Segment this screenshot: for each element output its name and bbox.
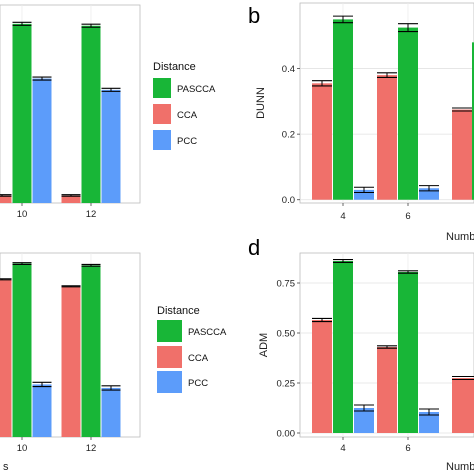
panel-a-plot: 10 12 xyxy=(0,4,141,220)
legend-top-label-pascca: PASCCA xyxy=(177,84,216,95)
legend-top-label-pcc: PCC xyxy=(177,136,197,147)
legend-bottom-label-cca: CCA xyxy=(188,353,209,364)
x-axis-title: Number xyxy=(446,231,474,243)
bar-pcc-12 xyxy=(101,387,121,437)
panel-d-letter: d xyxy=(248,235,260,260)
bar-pcc-10 xyxy=(32,384,52,437)
legend-bottom: Distance PASCCA CCA PCC xyxy=(157,305,227,393)
legend-bottom-swatch-pascca xyxy=(157,320,182,342)
bar-pascca-partial xyxy=(472,42,474,200)
y-tick-label: 0.00 xyxy=(277,429,296,440)
legend-bottom-title: Distance xyxy=(157,305,200,317)
y-axis-title: ADM xyxy=(258,333,270,357)
bar-pascca-6 xyxy=(398,27,418,200)
panel-c-plot: 10 12 s xyxy=(0,252,141,473)
bar-cca-10 xyxy=(0,195,12,203)
y-tick-label: 0.50 xyxy=(277,329,296,340)
bar-pcc-4 xyxy=(354,189,374,200)
legend-bottom-label-pcc: PCC xyxy=(188,378,208,389)
bar-pcc-10 xyxy=(32,78,52,203)
y-tick-label: 0.2 xyxy=(282,130,295,141)
bar-cca-10 xyxy=(0,279,12,437)
bar-cca-partial xyxy=(452,378,474,433)
bar-cca-12 xyxy=(61,195,81,203)
bar-pascca-12 xyxy=(81,25,101,203)
y-tick-label: 0.0 xyxy=(282,195,295,206)
bar-pascca-10 xyxy=(12,263,32,437)
bar-pcc-6 xyxy=(419,188,439,200)
bar-pascca-4 xyxy=(333,261,353,433)
x-tick-label: 6 xyxy=(405,443,410,454)
bar-cca-4 xyxy=(312,320,332,433)
bar-cca-12 xyxy=(61,286,81,437)
legend-top-swatch-cca xyxy=(153,104,171,124)
y-tick-label: 0.25 xyxy=(277,379,296,390)
x-tick-label: 10 xyxy=(17,443,28,454)
legend-bottom-swatch-cca xyxy=(157,346,182,368)
legend-top-swatch-pascca xyxy=(153,78,171,98)
bar-pascca-4 xyxy=(333,19,353,200)
bar-pcc-6 xyxy=(419,412,439,433)
bar-cca-6 xyxy=(377,347,397,433)
panel-b-letter: b xyxy=(248,3,260,28)
legend-top-label-cca: CCA xyxy=(177,110,198,121)
y-axis-title: DUNN xyxy=(255,87,267,119)
panel-d-plot: 0.00 0.25 0.50 0.75 4 6 ADM Number xyxy=(258,252,474,473)
bar-pcc-12 xyxy=(101,89,121,203)
x-axis-title: s xyxy=(3,461,9,473)
bar-pascca-10 xyxy=(12,23,32,203)
y-tick-label: 0.75 xyxy=(277,279,296,290)
legend-top: Distance PASCCA CCA PCC xyxy=(153,61,216,150)
panel-b-plot: 0.0 0.2 0.4 4 6 DUNN Number xyxy=(255,2,474,243)
x-tick-label: 12 xyxy=(86,209,97,220)
bar-cca-6 xyxy=(377,75,397,200)
x-tick-label: 4 xyxy=(340,211,345,222)
bar-cca-partial xyxy=(452,109,474,200)
legend-top-title: Distance xyxy=(153,61,196,73)
x-tick-label: 12 xyxy=(86,443,97,454)
y-tick-label: 0.4 xyxy=(282,64,295,75)
bar-pascca-6 xyxy=(398,272,418,433)
x-tick-label: 6 xyxy=(405,211,410,222)
x-tick-label: 4 xyxy=(340,443,345,454)
bar-pcc-4 xyxy=(354,408,374,433)
x-tick-label: 10 xyxy=(17,209,28,220)
bar-pascca-12 xyxy=(81,265,101,437)
legend-bottom-label-pascca: PASCCA xyxy=(188,327,227,338)
x-axis-title: Number xyxy=(446,461,474,473)
legend-bottom-swatch-pcc xyxy=(157,371,182,393)
bar-cca-4 xyxy=(312,83,332,200)
legend-top-swatch-pcc xyxy=(153,130,171,150)
